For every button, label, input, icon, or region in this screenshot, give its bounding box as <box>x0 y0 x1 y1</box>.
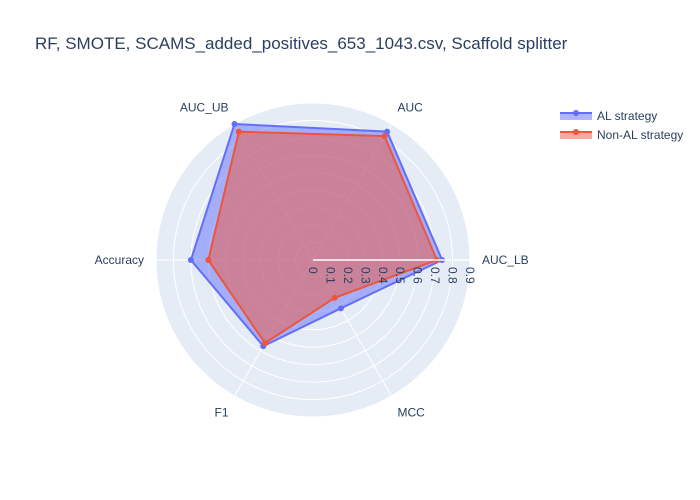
angular-label-accuracy: Accuracy <box>95 253 144 267</box>
legend-fill-non-al <box>560 131 592 139</box>
legend-marker-non-al <box>573 128 579 135</box>
angular-label-auc_lb: AUC_LB <box>482 253 529 267</box>
angular-label-mcc: MCC <box>398 405 426 419</box>
data-point-0-accuracy[interactable] <box>187 257 194 263</box>
legend-fill-al <box>560 112 592 120</box>
data-point-0-mcc[interactable] <box>337 305 344 312</box>
data-point-1-auc[interactable] <box>381 133 388 140</box>
chart-title: RF, SMOTE, SCAMS_added_positives_653_104… <box>35 34 568 53</box>
legend-item-al[interactable]: AL strategy <box>560 106 683 125</box>
legend-marker-al <box>573 109 579 116</box>
radial-axis: 0 0.1 0.2 0.3 0.4 0.5 0.6 0.7 0.8 0.9 <box>306 259 477 284</box>
radial-tick-label: 0 <box>306 267 320 274</box>
data-point-1-accuracy[interactable] <box>205 257 212 263</box>
angular-label-auc: AUC <box>398 101 424 115</box>
radial-tick-label: 0.6 <box>411 267 425 284</box>
data-point-0-auc[interactable] <box>384 128 391 135</box>
legend-item-non-al[interactable]: Non-AL strategy <box>560 125 683 144</box>
data-point-1-f1[interactable] <box>262 340 269 347</box>
legend-label-non-al: Non-AL strategy <box>597 127 684 142</box>
radial-tick-label: 0.2 <box>341 267 355 284</box>
angular-axis-labels: AUC_LB AUC AUC_UB Accuracy F1 MCC <box>95 101 529 420</box>
series-layer <box>187 121 446 350</box>
legend: AL strategy Non-AL strategy <box>560 106 683 144</box>
radial-tick-label: 0.9 <box>463 267 477 284</box>
radial-tick-label: 0.7 <box>428 267 442 284</box>
radial-tick-label: 0.5 <box>393 267 407 284</box>
legend-label-al: AL strategy <box>597 108 658 123</box>
angular-label-f1: F1 <box>214 405 228 419</box>
radial-tick-label: 0.3 <box>358 267 372 284</box>
angular-label-auc_ub: AUC_UB <box>180 101 229 115</box>
legend-swatch-non-al <box>560 128 592 139</box>
data-point-1-mcc[interactable] <box>331 294 338 301</box>
data-point-1-auc_ub[interactable] <box>235 128 242 135</box>
radial-tick-label: 0.1 <box>323 267 337 284</box>
legend-swatch-al <box>560 109 592 120</box>
radial-tick-label: 0.8 <box>446 267 460 284</box>
data-point-0-auc_ub[interactable] <box>231 121 238 128</box>
radial-tick-label: 0.4 <box>376 267 390 284</box>
